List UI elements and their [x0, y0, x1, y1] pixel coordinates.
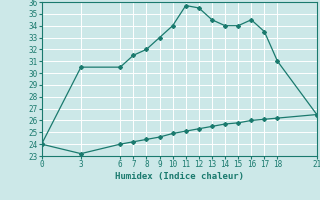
- X-axis label: Humidex (Indice chaleur): Humidex (Indice chaleur): [115, 172, 244, 181]
